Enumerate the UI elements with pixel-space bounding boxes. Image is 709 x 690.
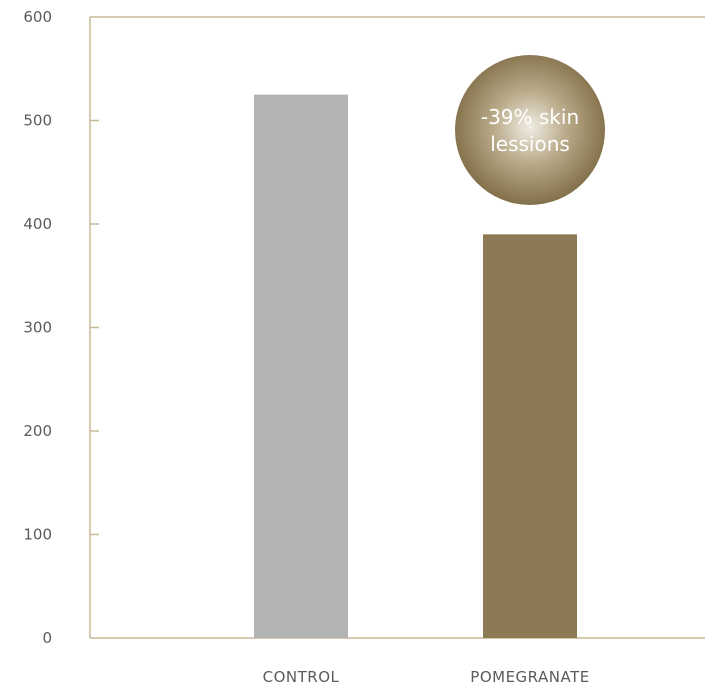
y-tick-label: 500 [23,112,52,130]
y-tick-label: 300 [23,319,52,337]
y-tick-label: 0 [42,629,52,647]
y-tick-label: 400 [23,215,52,233]
annotation-circle [455,55,605,205]
x-category-label: POMEGRANATE [470,668,589,686]
bar-pomegranate [483,234,577,638]
x-axis-categories: CONTROL POMEGRANATE [263,668,590,686]
y-axis-ticks: 0 100 200 300 400 500 600 [23,8,705,647]
y-tick-label: 100 [23,526,52,544]
bars [254,94,577,638]
annotation-text: -39% skin [481,105,579,129]
y-tick-label: 600 [23,8,52,26]
bar-control [254,94,348,638]
annotation-text: lessions [490,132,570,156]
y-tick-label: 200 [23,422,52,440]
annotation-badge: -39% skin lessions [455,55,605,205]
x-category-label: CONTROL [263,668,340,686]
